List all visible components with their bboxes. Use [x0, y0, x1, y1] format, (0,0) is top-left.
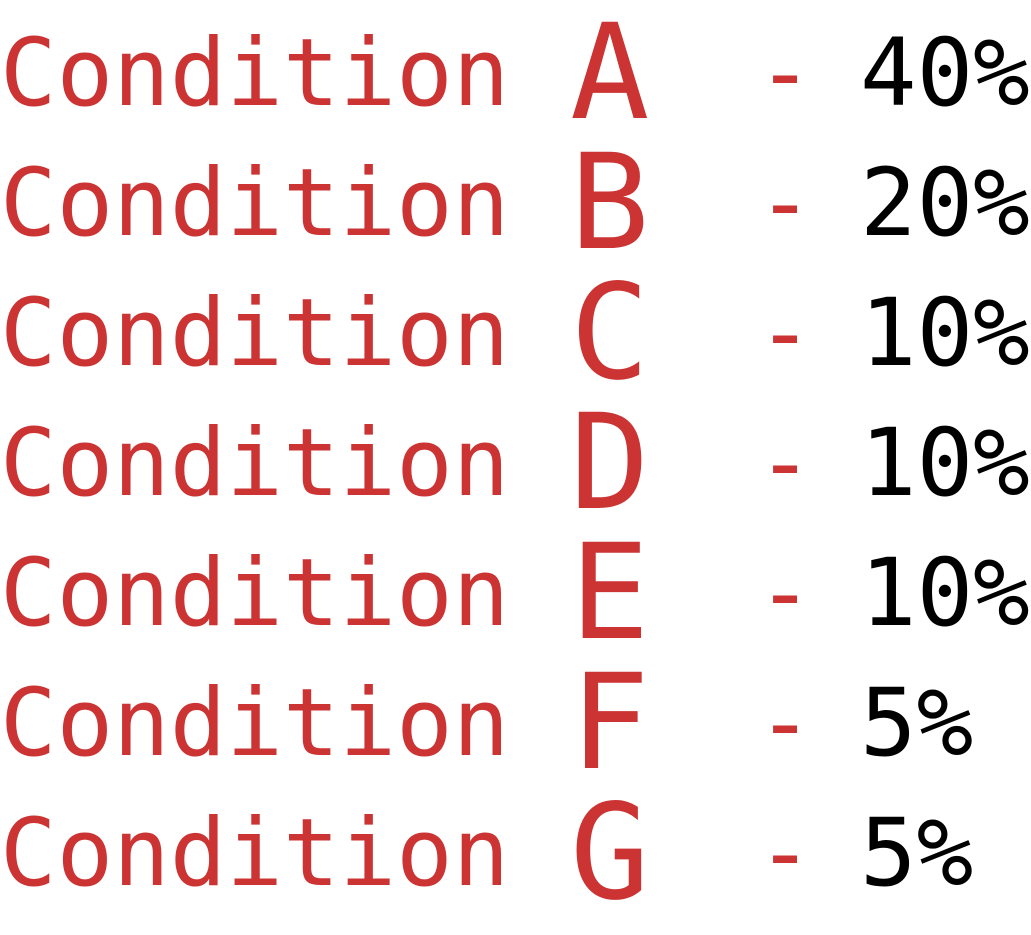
- condition-word: Condition: [0, 278, 510, 388]
- condition-percent: 5%: [860, 798, 974, 908]
- condition-row-a: Condition A - 40%: [0, 0, 1031, 150]
- condition-letter: C: [570, 256, 650, 410]
- condition-word: Condition: [0, 148, 510, 258]
- condition-row-b: Condition B - 20%: [0, 126, 1031, 280]
- separator-dash: -: [756, 278, 814, 388]
- condition-percent: 40%: [860, 18, 1030, 128]
- separator-dash: -: [756, 538, 814, 648]
- separator-dash: -: [756, 668, 814, 778]
- separator-dash: -: [756, 798, 814, 908]
- condition-letter: A: [570, 0, 650, 150]
- condition-word: Condition: [0, 798, 510, 908]
- condition-row-d: Condition D - 10%: [0, 386, 1031, 540]
- condition-percent: 10%: [860, 278, 1030, 388]
- condition-letter: B: [570, 126, 650, 280]
- condition-percent: 10%: [860, 538, 1030, 648]
- condition-row-c: Condition C - 10%: [0, 256, 1031, 410]
- condition-word: Condition: [0, 408, 510, 518]
- condition-percent: 20%: [860, 148, 1030, 258]
- condition-letter: E: [570, 516, 650, 670]
- condition-row-e: Condition E - 10%: [0, 516, 1031, 670]
- separator-dash: -: [756, 18, 814, 128]
- condition-percent: 10%: [860, 408, 1030, 518]
- condition-word: Condition: [0, 668, 510, 778]
- condition-row-f: Condition F - 5%: [0, 646, 1031, 800]
- condition-percent: 5%: [860, 668, 974, 778]
- condition-letter: F: [570, 646, 650, 800]
- condition-word: Condition: [0, 538, 510, 648]
- condition-letter: D: [570, 386, 650, 540]
- condition-letter: G: [570, 776, 650, 930]
- separator-dash: -: [756, 148, 814, 258]
- separator-dash: -: [756, 408, 814, 518]
- condition-word: Condition: [0, 18, 510, 128]
- condition-row-g: Condition G - 5%: [0, 776, 1031, 930]
